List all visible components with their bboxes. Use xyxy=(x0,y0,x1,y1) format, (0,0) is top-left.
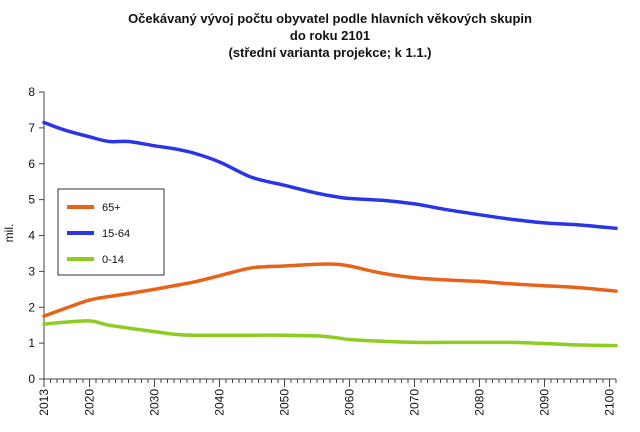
chart-title-line-2: do roku 2101 xyxy=(289,28,371,43)
axes xyxy=(39,91,617,387)
y-tick-label: 6 xyxy=(28,157,35,171)
series-line-65 xyxy=(42,262,618,318)
y-tick-label: 3 xyxy=(28,264,35,278)
x-tick-label: 2060 xyxy=(343,389,357,416)
tick-labels: 0 1 2 3 4 5 6 7 8 2013 2020 2030 2040 2050 2060 2070 208… xyxy=(28,85,616,416)
y-tick-label: 0 xyxy=(28,372,35,386)
y-axis-label: mil. xyxy=(2,224,16,243)
x-tick-label: 2030 xyxy=(148,389,162,416)
x-tick-label: 2013 xyxy=(37,389,51,416)
y-tick-label: 4 xyxy=(28,229,35,243)
y-tick-label: 7 xyxy=(28,121,35,135)
series-layer xyxy=(42,120,618,348)
chart-title-line-3: (střední varianta projekce; k 1.1.) xyxy=(228,45,432,60)
legend-label-15-64: 15-64 xyxy=(102,228,130,240)
x-tick-label: 2100 xyxy=(603,389,617,416)
legend-label-0-14: 0-14 xyxy=(102,254,124,266)
legend-label-65: 65+ xyxy=(102,202,121,214)
legend: 65+ 15-64 0-14 xyxy=(57,188,165,276)
series-line-15-64 xyxy=(42,120,618,231)
x-tick-label: 2050 xyxy=(278,389,292,416)
y-tick-label: 1 xyxy=(28,336,35,350)
series-line-0-14 xyxy=(42,319,618,348)
y-tick-label: 2 xyxy=(28,300,35,314)
chart-title: Očekávaný vývoj počtu obyvatel podle hla… xyxy=(40,10,620,61)
x-tick-label: 2080 xyxy=(473,389,487,416)
y-tick-label: 5 xyxy=(28,193,35,207)
x-tick-label: 2090 xyxy=(538,389,552,416)
y-tick-label: 8 xyxy=(28,85,35,99)
chart-title-line-1: Očekávaný vývoj počtu obyvatel podle hla… xyxy=(128,11,532,26)
x-tick-label: 2040 xyxy=(213,389,227,416)
x-tick-label: 2020 xyxy=(83,389,97,416)
x-tick-label: 2070 xyxy=(408,389,422,416)
